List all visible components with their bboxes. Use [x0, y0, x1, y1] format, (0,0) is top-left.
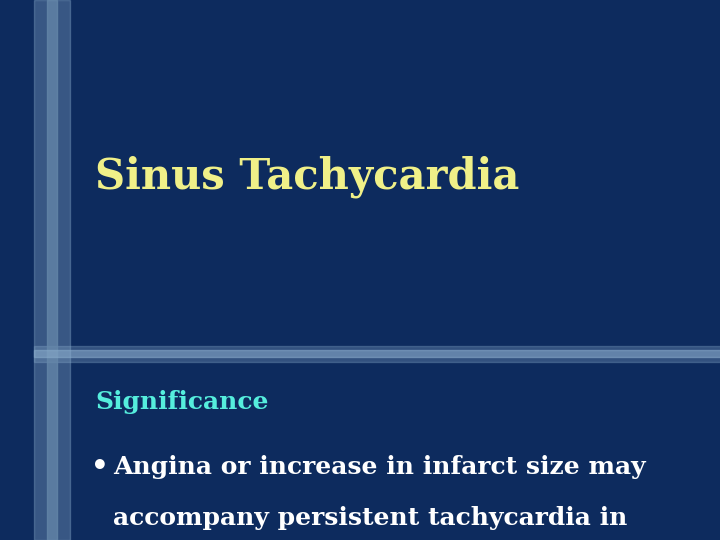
- Bar: [34, 350, 720, 357]
- Bar: [34, 0, 70, 540]
- Bar: [34, 346, 720, 362]
- Text: Sinus Tachycardia: Sinus Tachycardia: [95, 156, 519, 198]
- Bar: [47, 0, 57, 540]
- Text: Significance: Significance: [95, 390, 269, 414]
- Text: •: •: [91, 453, 109, 481]
- Text: Angina or increase in infarct size may: Angina or increase in infarct size may: [113, 455, 646, 479]
- Text: accompany persistent tachycardia in: accompany persistent tachycardia in: [113, 507, 627, 530]
